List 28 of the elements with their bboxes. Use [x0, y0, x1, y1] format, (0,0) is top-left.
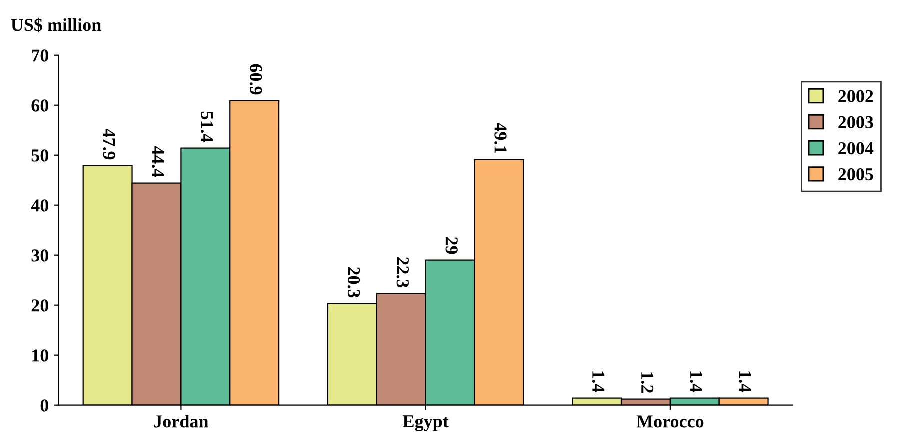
data-label: 1.4: [592, 372, 605, 392]
data-label: 44.4: [152, 146, 164, 178]
y-tick-label: 70: [32, 50, 48, 62]
data-label: 51.4: [201, 112, 214, 142]
data-label: 20.3: [348, 267, 360, 298]
data-label: 1.4: [690, 372, 702, 392]
data-label: 29: [446, 238, 458, 254]
data-label: 1.4: [739, 372, 752, 392]
y-tick-label: 20: [32, 300, 48, 312]
data-label: 22.3: [396, 257, 409, 288]
data-label: 1.2: [641, 372, 654, 394]
x-tick-label: Jordan: [154, 415, 209, 428]
legend-label: 2002: [838, 90, 874, 102]
legend-label: 2004: [838, 142, 874, 155]
data-label: 60.9: [250, 64, 262, 95]
y-axis-title: US$ million: [11, 18, 102, 32]
legend-label: 2005: [838, 168, 874, 181]
y-tick-label: 0: [40, 400, 48, 412]
legend-label: 2003: [838, 116, 874, 129]
data-label: 49.1: [494, 122, 507, 154]
y-tick-label: 40: [31, 200, 48, 212]
data-label: 47.9: [103, 128, 116, 160]
x-tick-label: Egypt: [403, 416, 449, 432]
y-tick-label: 10: [32, 350, 48, 362]
y-tick-label: 50: [32, 150, 48, 162]
x-tick-label: Morocco: [636, 416, 704, 428]
y-tick-label: 30: [32, 250, 48, 262]
y-tick-label: 60: [32, 100, 48, 112]
